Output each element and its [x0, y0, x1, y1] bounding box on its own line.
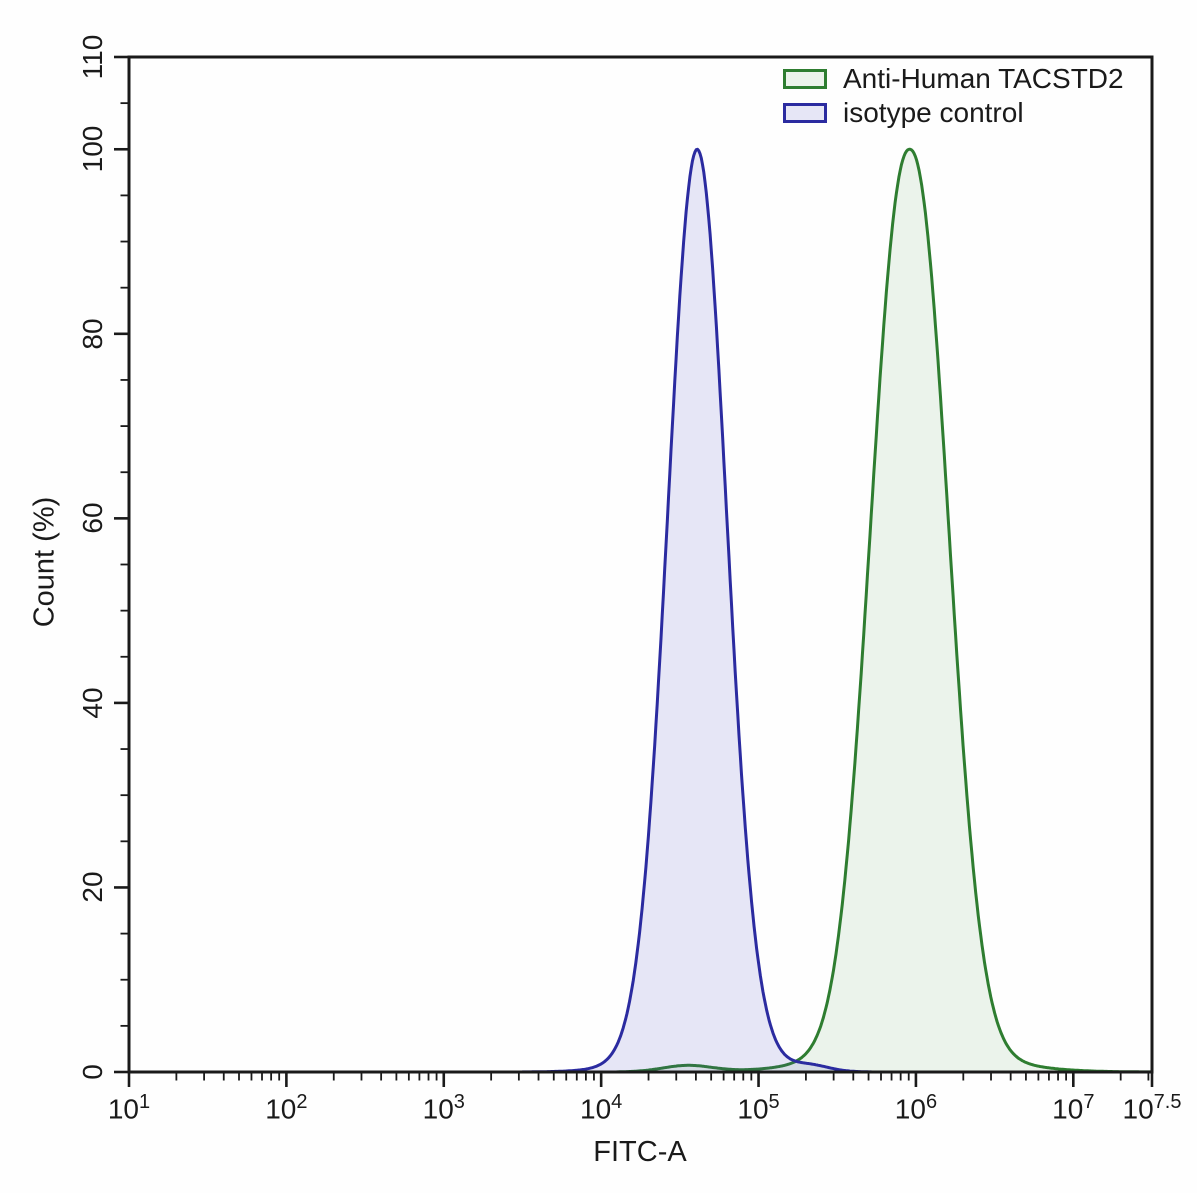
y-tick-label: 40 — [77, 687, 108, 719]
blue-swatch-icon — [783, 103, 827, 123]
legend-label: isotype control — [843, 97, 1024, 128]
plot-frame — [127, 55, 1154, 1074]
x-tick-label: 107 — [1052, 1091, 1095, 1125]
x-tick-label: 107.5 — [1122, 1091, 1182, 1125]
y-axis-title: Count (%) — [28, 496, 61, 628]
x-axis-title: FITC-A — [593, 1136, 687, 1168]
series-fill-1 — [522, 149, 872, 1073]
series-fill-0 — [616, 149, 1152, 1073]
x-tick-label: 104 — [580, 1091, 623, 1125]
y-tick-label: 20 — [77, 871, 108, 904]
x-tick-label: 101 — [107, 1091, 151, 1125]
y-tick-label: 60 — [77, 502, 108, 534]
y-tick-label: 80 — [77, 318, 108, 350]
green-swatch-icon — [783, 69, 827, 89]
x-tick-label: 103 — [422, 1091, 465, 1125]
series-curve-0 — [615, 147, 1154, 1074]
legend-entry-anti-human-tacstd2: Anti-Human TACSTD2 — [783, 63, 1124, 94]
legend-label: Anti-Human TACSTD2 — [843, 63, 1124, 94]
legend-entry-isotype-control: isotype control — [783, 97, 1124, 128]
x-tick-label: 105 — [737, 1091, 780, 1125]
series-curve-1 — [521, 147, 873, 1074]
legend: Anti-Human TACSTD2 isotype control — [783, 63, 1124, 128]
y-tick-label: 0 — [77, 1064, 108, 1080]
y-tick-label: 110 — [77, 34, 108, 80]
x-tick-label: 106 — [894, 1091, 938, 1125]
y-tick-label: 100 — [77, 125, 108, 173]
x-tick-label: 102 — [265, 1091, 308, 1125]
